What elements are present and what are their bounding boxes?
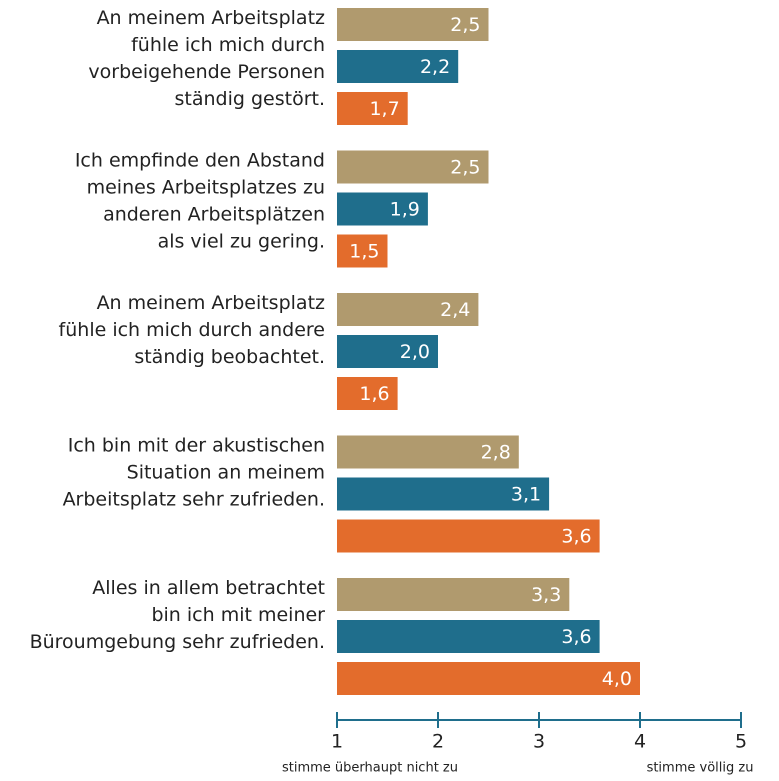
value-label: 2,0 — [400, 341, 430, 363]
value-label: 1,7 — [369, 98, 399, 120]
bar — [337, 519, 600, 553]
value-label: 3,1 — [511, 484, 541, 506]
x-tick-label: 2 — [432, 731, 444, 753]
bar — [337, 192, 428, 226]
bar — [337, 435, 519, 469]
value-label: 4,0 — [602, 668, 632, 690]
bar — [337, 662, 640, 695]
x-label-left: stimme überhaupt nicht zu — [282, 761, 458, 776]
value-label: 3,6 — [561, 626, 591, 648]
category-label: Ich bin mit der akustischen Situation an … — [63, 434, 325, 510]
value-label: 2,2 — [420, 56, 450, 78]
x-label-right: stimme völlig zu — [647, 761, 754, 776]
value-label: 3,6 — [561, 526, 591, 548]
value-label: 1,9 — [390, 199, 420, 221]
category-label: Alles in allem betrachtet bin ich mit mei… — [30, 577, 326, 653]
bar — [337, 578, 570, 611]
category-label: Ich empfinde den Abstand meines Arbeitspl… — [75, 149, 325, 252]
bar — [337, 234, 388, 268]
bar — [337, 293, 479, 326]
x-tick-label: 4 — [634, 731, 646, 753]
x-tick-label: 5 — [735, 731, 747, 753]
value-label: 1,5 — [349, 241, 379, 263]
bar — [337, 477, 550, 511]
bar — [337, 377, 398, 410]
value-label: 2,5 — [450, 157, 480, 179]
value-label: 3,3 — [531, 584, 561, 606]
bar — [337, 92, 408, 125]
value-label: 2,4 — [440, 299, 470, 321]
bar — [337, 335, 438, 368]
bar — [337, 8, 489, 41]
value-label: 1,6 — [359, 383, 389, 405]
category-label: An meinem Arbeitsplatz fühle ich mich dur… — [88, 7, 325, 110]
bar — [337, 620, 600, 653]
category-label: An meinem Arbeitsplatz fühle ich mich dur… — [59, 292, 325, 368]
bar — [337, 50, 459, 83]
x-tick-label: 1 — [331, 731, 343, 753]
value-label: 2,8 — [481, 442, 511, 464]
x-tick-label: 3 — [533, 731, 545, 753]
bar — [337, 150, 489, 184]
value-label: 2,5 — [450, 14, 480, 36]
